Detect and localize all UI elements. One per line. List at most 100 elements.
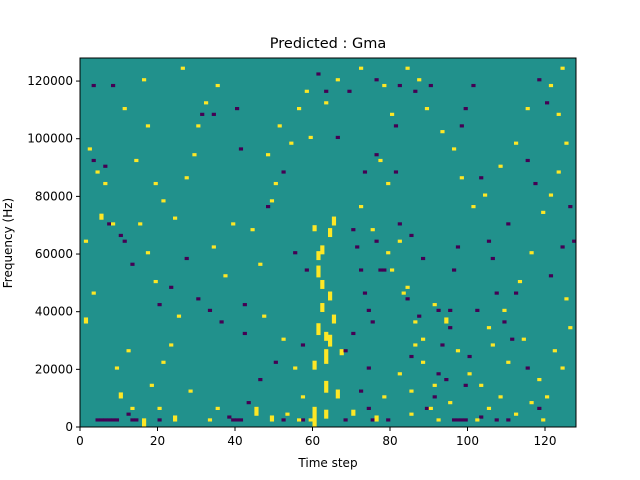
heatmap-cell [266, 205, 271, 209]
heatmap-cell [91, 291, 96, 295]
heatmap-cell [273, 181, 278, 186]
heatmap-cell [316, 265, 321, 278]
y-tick-label: 0 [65, 420, 73, 434]
heatmap-cell [328, 228, 333, 238]
heatmap-cell [421, 337, 426, 341]
heatmap-cell [393, 124, 399, 128]
heatmap-cell [533, 181, 538, 186]
heatmap-cell [235, 107, 240, 111]
heatmap-cell [397, 222, 402, 226]
heatmap-cell [149, 383, 154, 387]
heatmap-cell [417, 314, 422, 318]
heatmap-cell [432, 303, 437, 307]
heatmap-cell [266, 153, 271, 157]
y-tick-label: 60000 [35, 247, 73, 261]
heatmap-cell [359, 268, 364, 272]
heatmap-cell [343, 418, 348, 422]
heatmap-cell [95, 418, 100, 422]
heatmap-cell [231, 222, 236, 226]
heatmap-cell [409, 233, 414, 238]
heatmap-cell [366, 366, 371, 370]
heatmap-cell [390, 112, 395, 116]
heatmap-cell [331, 314, 337, 324]
heatmap-cell [184, 256, 189, 261]
heatmap-cell [537, 78, 542, 82]
heatmap-cell [281, 418, 286, 422]
heatmap-cell [444, 317, 449, 324]
heatmap-cell [506, 360, 511, 364]
heatmap-cell [405, 66, 410, 70]
heatmap-cell [424, 406, 430, 410]
heatmap-cell [463, 107, 468, 111]
heatmap-cell [173, 216, 178, 220]
heatmap-cell [246, 401, 251, 405]
heatmap-cell [370, 418, 375, 422]
heatmap-cell [386, 251, 391, 255]
heatmap-cell [324, 101, 329, 105]
heatmap-cell [378, 158, 383, 163]
heatmap-cell [459, 176, 464, 180]
heatmap-cell [568, 326, 573, 330]
heatmap-cell [382, 83, 387, 88]
heatmap-cell [459, 418, 464, 422]
heatmap-cell [238, 147, 244, 151]
heatmap-cell [397, 239, 402, 243]
heatmap-cell [304, 268, 309, 272]
heatmap-cell [413, 320, 418, 324]
heatmap-cell [467, 354, 472, 359]
heatmap-cell [351, 409, 356, 416]
heatmap-cell [564, 297, 569, 301]
heatmap-cell [99, 213, 104, 220]
heatmap-cell [452, 147, 457, 151]
heatmap-cell [374, 78, 379, 82]
heatmap-cell [269, 415, 275, 422]
heatmap-cell [556, 170, 561, 174]
heatmap-cell [374, 415, 379, 422]
heatmap-cell [479, 383, 484, 387]
heatmap-cell [211, 245, 216, 249]
heatmap-cell [498, 395, 503, 399]
heatmap-cell [130, 406, 135, 410]
heatmap-cell [486, 239, 492, 243]
heatmap-cell [436, 308, 441, 312]
x-tick-label: 120 [534, 434, 557, 448]
heatmap-cell [211, 112, 216, 116]
heatmap-cell [331, 216, 337, 226]
x-tick-label: 20 [150, 434, 165, 448]
heatmap-cell [370, 228, 375, 232]
heatmap-cell [320, 245, 325, 255]
heatmap-cell [142, 418, 147, 428]
heatmap-cell [204, 101, 209, 105]
heatmap-cell [107, 222, 112, 226]
x-axis: 0 20 40 60 80 100 120 [76, 427, 556, 448]
heatmap-cell [250, 228, 255, 232]
heatmap-cell [455, 245, 461, 249]
heatmap-cell [424, 107, 430, 111]
heatmap-cell [514, 291, 519, 295]
heatmap-cell [436, 372, 441, 376]
heatmap-cell [521, 337, 526, 341]
heatmap-cell [351, 228, 356, 232]
heatmap-cell [448, 401, 453, 405]
heatmap-cell [440, 130, 445, 134]
heatmap-cell [103, 418, 108, 422]
heatmap-cell [300, 343, 306, 347]
heatmap-cell [359, 66, 364, 70]
heatmap-cell [428, 406, 433, 410]
heatmap-cell [111, 83, 116, 88]
heatmap-cell [475, 418, 480, 422]
heatmap-cell [114, 418, 120, 422]
heatmap-cell [452, 268, 457, 272]
heatmap-cell [448, 308, 453, 312]
heatmap-cell [320, 279, 325, 289]
heatmap-cell [490, 256, 495, 261]
heatmap-cell [103, 164, 108, 168]
heatmap-cell [335, 389, 340, 399]
heatmap-cell [207, 418, 213, 422]
heatmap-cell [157, 406, 162, 410]
x-tick-label: 40 [227, 434, 242, 448]
heatmap-cell [560, 245, 565, 249]
heatmap-cell [525, 158, 530, 163]
heatmap-cell [374, 239, 379, 243]
heatmap-cell [479, 176, 484, 180]
